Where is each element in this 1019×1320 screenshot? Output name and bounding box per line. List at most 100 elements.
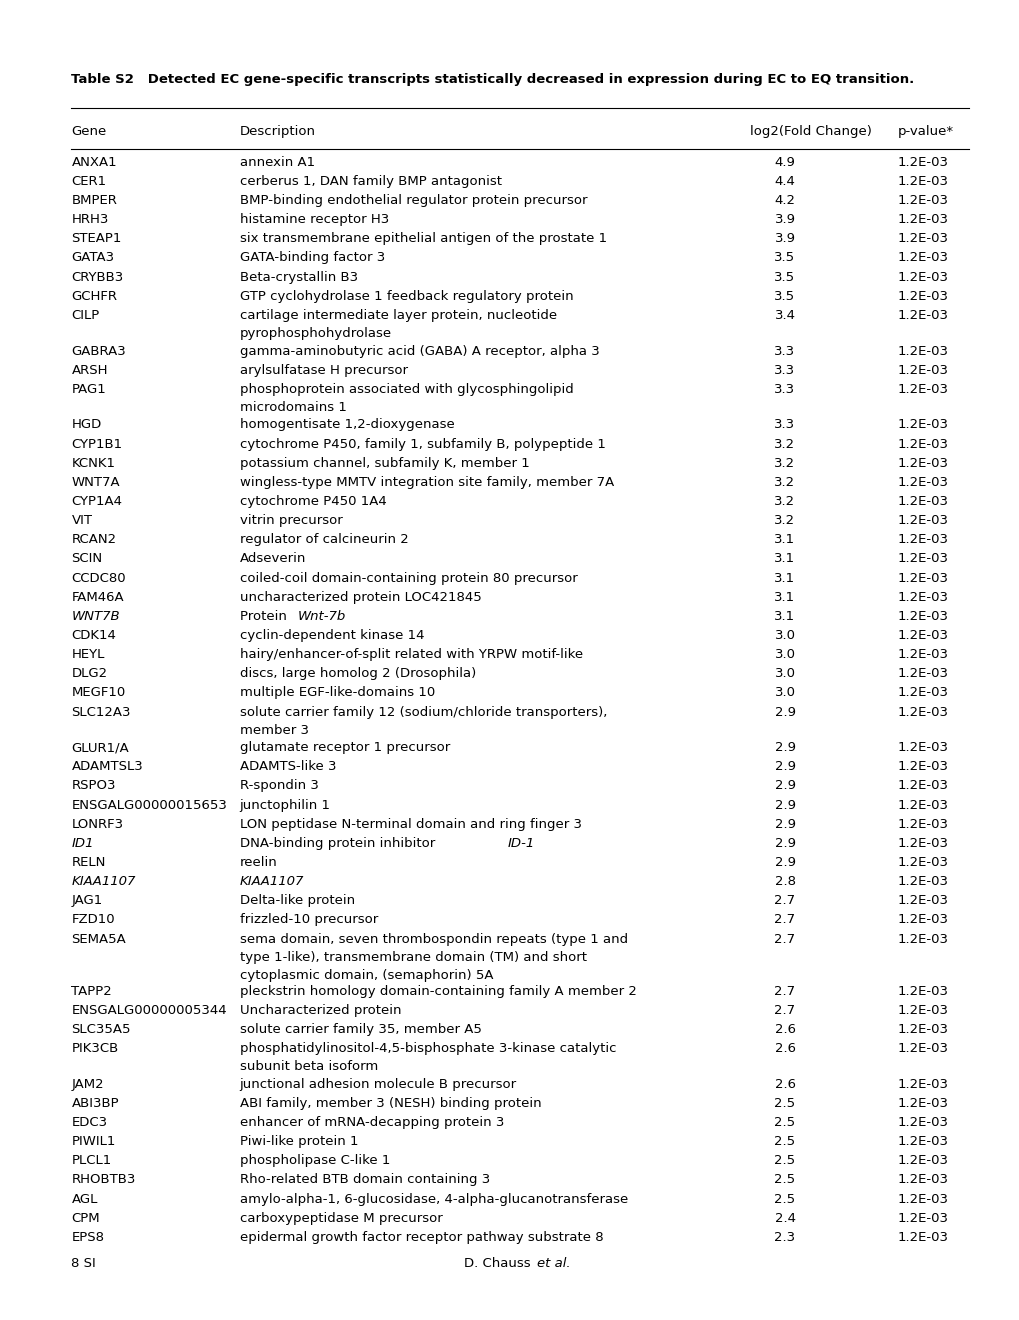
Text: six transmembrane epithelial antigen of the prostate 1: six transmembrane epithelial antigen of … [239,232,606,246]
Text: 1.2E-03: 1.2E-03 [897,667,948,680]
Text: 3.2: 3.2 [773,437,795,450]
Text: potassium channel, subfamily K, member 1: potassium channel, subfamily K, member 1 [239,457,529,470]
Text: CER1: CER1 [71,174,106,187]
Text: SCIN: SCIN [71,552,103,565]
Text: CDK14: CDK14 [71,628,116,642]
Text: 1.2E-03: 1.2E-03 [897,572,948,585]
Text: 2.7: 2.7 [773,932,795,945]
Text: 2.4: 2.4 [773,1212,795,1225]
Text: SLC35A5: SLC35A5 [71,1023,130,1036]
Text: 1.2E-03: 1.2E-03 [897,363,948,376]
Text: GATA-binding factor 3: GATA-binding factor 3 [239,251,384,264]
Text: 3.1: 3.1 [773,533,795,546]
Text: 1.2E-03: 1.2E-03 [897,1212,948,1225]
Text: 3.3: 3.3 [773,345,795,358]
Text: 1.2E-03: 1.2E-03 [897,648,948,661]
Text: HRH3: HRH3 [71,213,109,226]
Text: ABI3BP: ABI3BP [71,1097,119,1110]
Text: et al.: et al. [536,1257,570,1270]
Text: 2.9: 2.9 [773,741,795,754]
Text: Beta-crystallin B3: Beta-crystallin B3 [239,271,358,284]
Text: 3.9: 3.9 [773,232,795,246]
Text: BMP-binding endothelial regulator protein precursor: BMP-binding endothelial regulator protei… [239,194,587,207]
Text: 2.5: 2.5 [773,1097,795,1110]
Text: Description: Description [239,125,316,139]
Text: log2(Fold Change): log2(Fold Change) [749,125,870,139]
Text: 1.2E-03: 1.2E-03 [897,610,948,623]
Text: TAPP2: TAPP2 [71,985,112,998]
Text: 3.1: 3.1 [773,572,795,585]
Text: D. Chauss: D. Chauss [464,1257,534,1270]
Text: CYP1A4: CYP1A4 [71,495,122,508]
Text: phosphatidylinositol-4,5-bisphosphate 3-kinase catalytic
subunit beta isoform: phosphatidylinositol-4,5-bisphosphate 3-… [239,1041,615,1073]
Text: DNA-binding protein inhibitor: DNA-binding protein inhibitor [239,837,439,850]
Text: cerberus 1, DAN family BMP antagonist: cerberus 1, DAN family BMP antagonist [239,174,501,187]
Text: 1.2E-03: 1.2E-03 [897,741,948,754]
Text: amylo-alpha-1, 6-glucosidase, 4-alpha-glucanotransferase: amylo-alpha-1, 6-glucosidase, 4-alpha-gl… [239,1192,628,1205]
Text: ID-1: ID-1 [507,837,535,850]
Text: 3.3: 3.3 [773,363,795,376]
Text: 1.2E-03: 1.2E-03 [897,1230,948,1243]
Text: 3.3: 3.3 [773,383,795,396]
Text: 1.2E-03: 1.2E-03 [897,156,948,169]
Text: 2.5: 2.5 [773,1173,795,1187]
Text: junctophilin 1: junctophilin 1 [239,799,330,812]
Text: 1.2E-03: 1.2E-03 [897,194,948,207]
Text: 1.2E-03: 1.2E-03 [897,1023,948,1036]
Text: 4.4: 4.4 [774,174,795,187]
Text: 2.7: 2.7 [773,894,795,907]
Text: LON peptidase N-terminal domain and ring finger 3: LON peptidase N-terminal domain and ring… [239,817,581,830]
Text: ADAMTSL3: ADAMTSL3 [71,760,143,774]
Text: 1.2E-03: 1.2E-03 [897,495,948,508]
Text: sema domain, seven thrombospondin repeats (type 1 and
type 1-like), transmembran: sema domain, seven thrombospondin repeat… [239,932,628,982]
Text: ANXA1: ANXA1 [71,156,117,169]
Text: GLUR1/A: GLUR1/A [71,741,129,754]
Text: 1.2E-03: 1.2E-03 [897,533,948,546]
Text: 1.2E-03: 1.2E-03 [897,457,948,470]
Text: 2.9: 2.9 [773,760,795,774]
Text: 1.2E-03: 1.2E-03 [897,1154,948,1167]
Text: 3.9: 3.9 [773,213,795,226]
Text: Wnt-7b: Wnt-7b [298,610,345,623]
Text: p-value*: p-value* [897,125,953,139]
Text: GABRA3: GABRA3 [71,345,126,358]
Text: RHOBTB3: RHOBTB3 [71,1173,136,1187]
Text: GATA3: GATA3 [71,251,114,264]
Text: 1.2E-03: 1.2E-03 [897,418,948,432]
Text: regulator of calcineurin 2: regulator of calcineurin 2 [239,533,408,546]
Text: 3.1: 3.1 [773,552,795,565]
Text: Gene: Gene [71,125,107,139]
Text: 3.3: 3.3 [773,418,795,432]
Text: Uncharacterized protein: Uncharacterized protein [239,1003,400,1016]
Text: 1.2E-03: 1.2E-03 [897,383,948,396]
Text: CPM: CPM [71,1212,100,1225]
Text: 1.2E-03: 1.2E-03 [897,913,948,927]
Text: SEMA5A: SEMA5A [71,932,126,945]
Text: HEYL: HEYL [71,648,105,661]
Text: PIWIL1: PIWIL1 [71,1135,116,1148]
Text: 2.9: 2.9 [773,837,795,850]
Text: Table S2   Detected EC gene-specific transcripts statistically decreased in expr: Table S2 Detected EC gene-specific trans… [71,73,914,86]
Text: 3.2: 3.2 [773,457,795,470]
Text: ADAMTS-like 3: ADAMTS-like 3 [239,760,336,774]
Text: Protein: Protein [239,610,290,623]
Text: MEGF10: MEGF10 [71,686,125,700]
Text: cyclin-dependent kinase 14: cyclin-dependent kinase 14 [239,628,424,642]
Text: 1.2E-03: 1.2E-03 [897,475,948,488]
Text: 2.9: 2.9 [773,779,795,792]
Text: 2.7: 2.7 [773,1003,795,1016]
Text: Adseverin: Adseverin [239,552,306,565]
Text: 1.2E-03: 1.2E-03 [897,760,948,774]
Text: frizzled-10 precursor: frizzled-10 precursor [239,913,378,927]
Text: 3.0: 3.0 [773,628,795,642]
Text: annexin A1: annexin A1 [239,156,315,169]
Text: 1.2E-03: 1.2E-03 [897,894,948,907]
Text: GTP cyclohydrolase 1 feedback regulatory protein: GTP cyclohydrolase 1 feedback regulatory… [239,289,573,302]
Text: 2.6: 2.6 [773,1023,795,1036]
Text: PAG1: PAG1 [71,383,106,396]
Text: cytochrome P450 1A4: cytochrome P450 1A4 [239,495,386,508]
Text: 3.1: 3.1 [773,610,795,623]
Text: 1.2E-03: 1.2E-03 [897,1003,948,1016]
Text: uncharacterized protein LOC421845: uncharacterized protein LOC421845 [239,590,481,603]
Text: HGD: HGD [71,418,102,432]
